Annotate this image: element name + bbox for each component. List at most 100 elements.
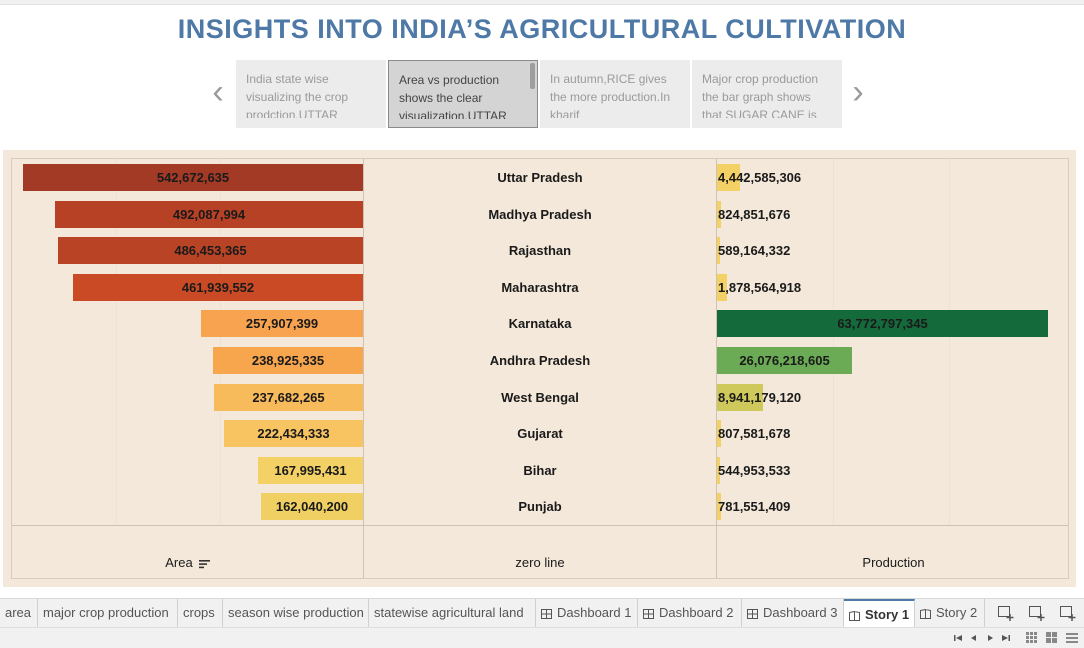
sheet-tab-label: area — [5, 605, 32, 620]
new-worksheet-icon[interactable] — [997, 604, 1015, 622]
sheet-tab-label: Story 2 — [936, 605, 978, 620]
production-bar[interactable] — [717, 457, 720, 484]
sheet-tab-statewise-agricultural-land[interactable]: statewise agricultural land — [369, 599, 536, 627]
area-bar-label: 162,040,200 — [275, 499, 349, 514]
production-bar-label: 4,442,585,306 — [718, 170, 802, 185]
state-label: West Bengal — [501, 390, 579, 405]
sheet-tab-crops[interactable]: crops — [178, 599, 223, 627]
sheet-tab-label: major crop production — [43, 605, 169, 620]
state-label: Andhra Pradesh — [489, 353, 591, 368]
area-bar-label: 486,453,365 — [174, 243, 247, 258]
production-bar[interactable] — [717, 493, 721, 520]
area-bar[interactable] — [73, 274, 363, 301]
sheet-tab-dashboard-1[interactable]: Dashboard 1 — [536, 599, 638, 627]
state-label: Madhya Pradesh — [488, 207, 592, 222]
sheet-tab-label: season wise production — [228, 605, 364, 620]
sheet-tab-label: statewise agricultural land — [374, 605, 524, 620]
first-page-icon[interactable] — [952, 632, 964, 644]
area-bar[interactable] — [23, 164, 363, 191]
story-icon — [849, 610, 860, 621]
sheet-tab-area[interactable]: area — [0, 599, 38, 627]
dashboard-panel: Area zero line Production 542,672,635 Utt… — [3, 150, 1076, 587]
state-label: Bihar — [523, 463, 557, 478]
area-bar[interactable] — [261, 493, 363, 520]
next-page-icon[interactable] — [984, 632, 996, 644]
production-bar-label: 544,953,533 — [718, 463, 791, 478]
story-icon — [920, 608, 931, 619]
story-point-scrollbar[interactable] — [530, 63, 535, 89]
production-bar[interactable] — [717, 384, 763, 411]
area-bar-label: 167,995,431 — [274, 463, 347, 478]
story-point-1[interactable]: India state wise visualizing the crop pr… — [236, 60, 386, 128]
state-label: Karnataka — [508, 316, 572, 331]
story-title: INSIGHTS INTO INDIA’S AGRICULTURAL CULTI… — [177, 14, 907, 44]
story-point-4[interactable]: Major crop production the bar graph show… — [692, 60, 842, 128]
area-bar[interactable] — [55, 201, 363, 228]
production-bar-label: 63,772,797,345 — [837, 316, 928, 331]
production-bar[interactable] — [717, 201, 721, 228]
area-bar[interactable] — [258, 457, 363, 484]
next-story-point-arrow-icon[interactable]: › — [852, 73, 864, 111]
production-bar[interactable] — [717, 237, 720, 264]
production-axis-title: Production — [862, 555, 925, 570]
state-label: Uttar Pradesh — [497, 170, 583, 185]
sheet-tab-season-wise-production[interactable]: season wise production — [223, 599, 369, 627]
sheet-tab-label: Story 1 — [865, 607, 910, 622]
story-point-3[interactable]: In autumn,RICE gives the more production… — [540, 60, 690, 128]
previous-page-icon[interactable] — [968, 632, 980, 644]
sheet-tab-dashboard-3[interactable]: Dashboard 3 — [742, 599, 844, 627]
last-page-icon[interactable] — [1000, 632, 1012, 644]
gridline — [833, 159, 834, 525]
gridline — [220, 159, 221, 525]
production-bar[interactable] — [717, 274, 727, 301]
story-point-text: Major crop production the bar graph show… — [702, 72, 819, 118]
production-bar[interactable] — [717, 310, 1048, 337]
area-axis-label: Area — [165, 555, 193, 570]
sort-descending-icon[interactable] — [198, 559, 210, 569]
state-label: Rajasthan — [508, 243, 572, 258]
area-bar-label: 492,087,994 — [172, 207, 246, 222]
production-bar-label: 807,581,678 — [718, 426, 791, 441]
production-bar-label: 8,941,179,120 — [718, 390, 802, 405]
area-bar-label: 222,434,333 — [257, 426, 330, 441]
production-bar[interactable] — [717, 420, 721, 447]
filmstrip-view-icon[interactable] — [1046, 632, 1058, 644]
area-bar-label: 461,939,552 — [181, 280, 255, 295]
sheet-tab-label: Dashboard 3 — [763, 605, 838, 620]
pane-divider-right — [716, 159, 717, 578]
previous-story-point-arrow-icon[interactable]: ‹ — [212, 73, 224, 111]
production-bar[interactable] — [717, 347, 852, 374]
area-bar[interactable] — [213, 347, 363, 374]
sheet-tab-story-1[interactable]: Story 1 — [844, 599, 915, 627]
sheet-tab-story-2[interactable]: Story 2 — [915, 599, 985, 627]
production-bar-label: 1,878,564,918 — [718, 280, 802, 295]
area-vs-production-chart: Area zero line Production 542,672,635 Utt… — [11, 158, 1069, 579]
state-label: Gujarat — [517, 426, 563, 441]
sheet-tab-label: Dashboard 1 — [557, 605, 632, 620]
state-label: Maharashtra — [501, 280, 579, 295]
area-bar-label: 542,672,635 — [156, 170, 230, 185]
production-bar[interactable] — [717, 164, 740, 191]
story-point-text: Area vs production shows the clear visua… — [399, 73, 507, 119]
list-view-icon[interactable] — [1066, 632, 1078, 644]
production-bar-label: 824,851,676 — [718, 207, 791, 222]
area-bar[interactable] — [224, 420, 363, 447]
area-bar[interactable] — [201, 310, 363, 337]
new-dashboard-icon[interactable] — [1028, 604, 1046, 622]
production-bar-label: 589,164,332 — [718, 243, 791, 258]
grid-view-icon[interactable] — [1026, 632, 1038, 644]
sheet-tab-dashboard-2[interactable]: Dashboard 2 — [638, 599, 742, 627]
gridline — [116, 159, 117, 525]
area-bar-label: 257,907,399 — [245, 316, 319, 331]
area-axis-title[interactable]: Area — [12, 555, 363, 570]
gridline — [949, 159, 950, 525]
area-bar[interactable] — [214, 384, 363, 411]
area-bar-label: 238,925,335 — [251, 353, 325, 368]
sheet-tab-label: crops — [183, 605, 215, 620]
pane-divider-left — [363, 159, 364, 578]
story-point-text: In autumn,RICE gives the more production… — [550, 72, 671, 118]
sheet-tab-major-crop-production[interactable]: major crop production — [38, 599, 178, 627]
story-point-2[interactable]: Area vs production shows the clear visua… — [388, 60, 538, 128]
area-bar[interactable] — [58, 237, 363, 264]
new-story-icon[interactable] — [1059, 604, 1077, 622]
